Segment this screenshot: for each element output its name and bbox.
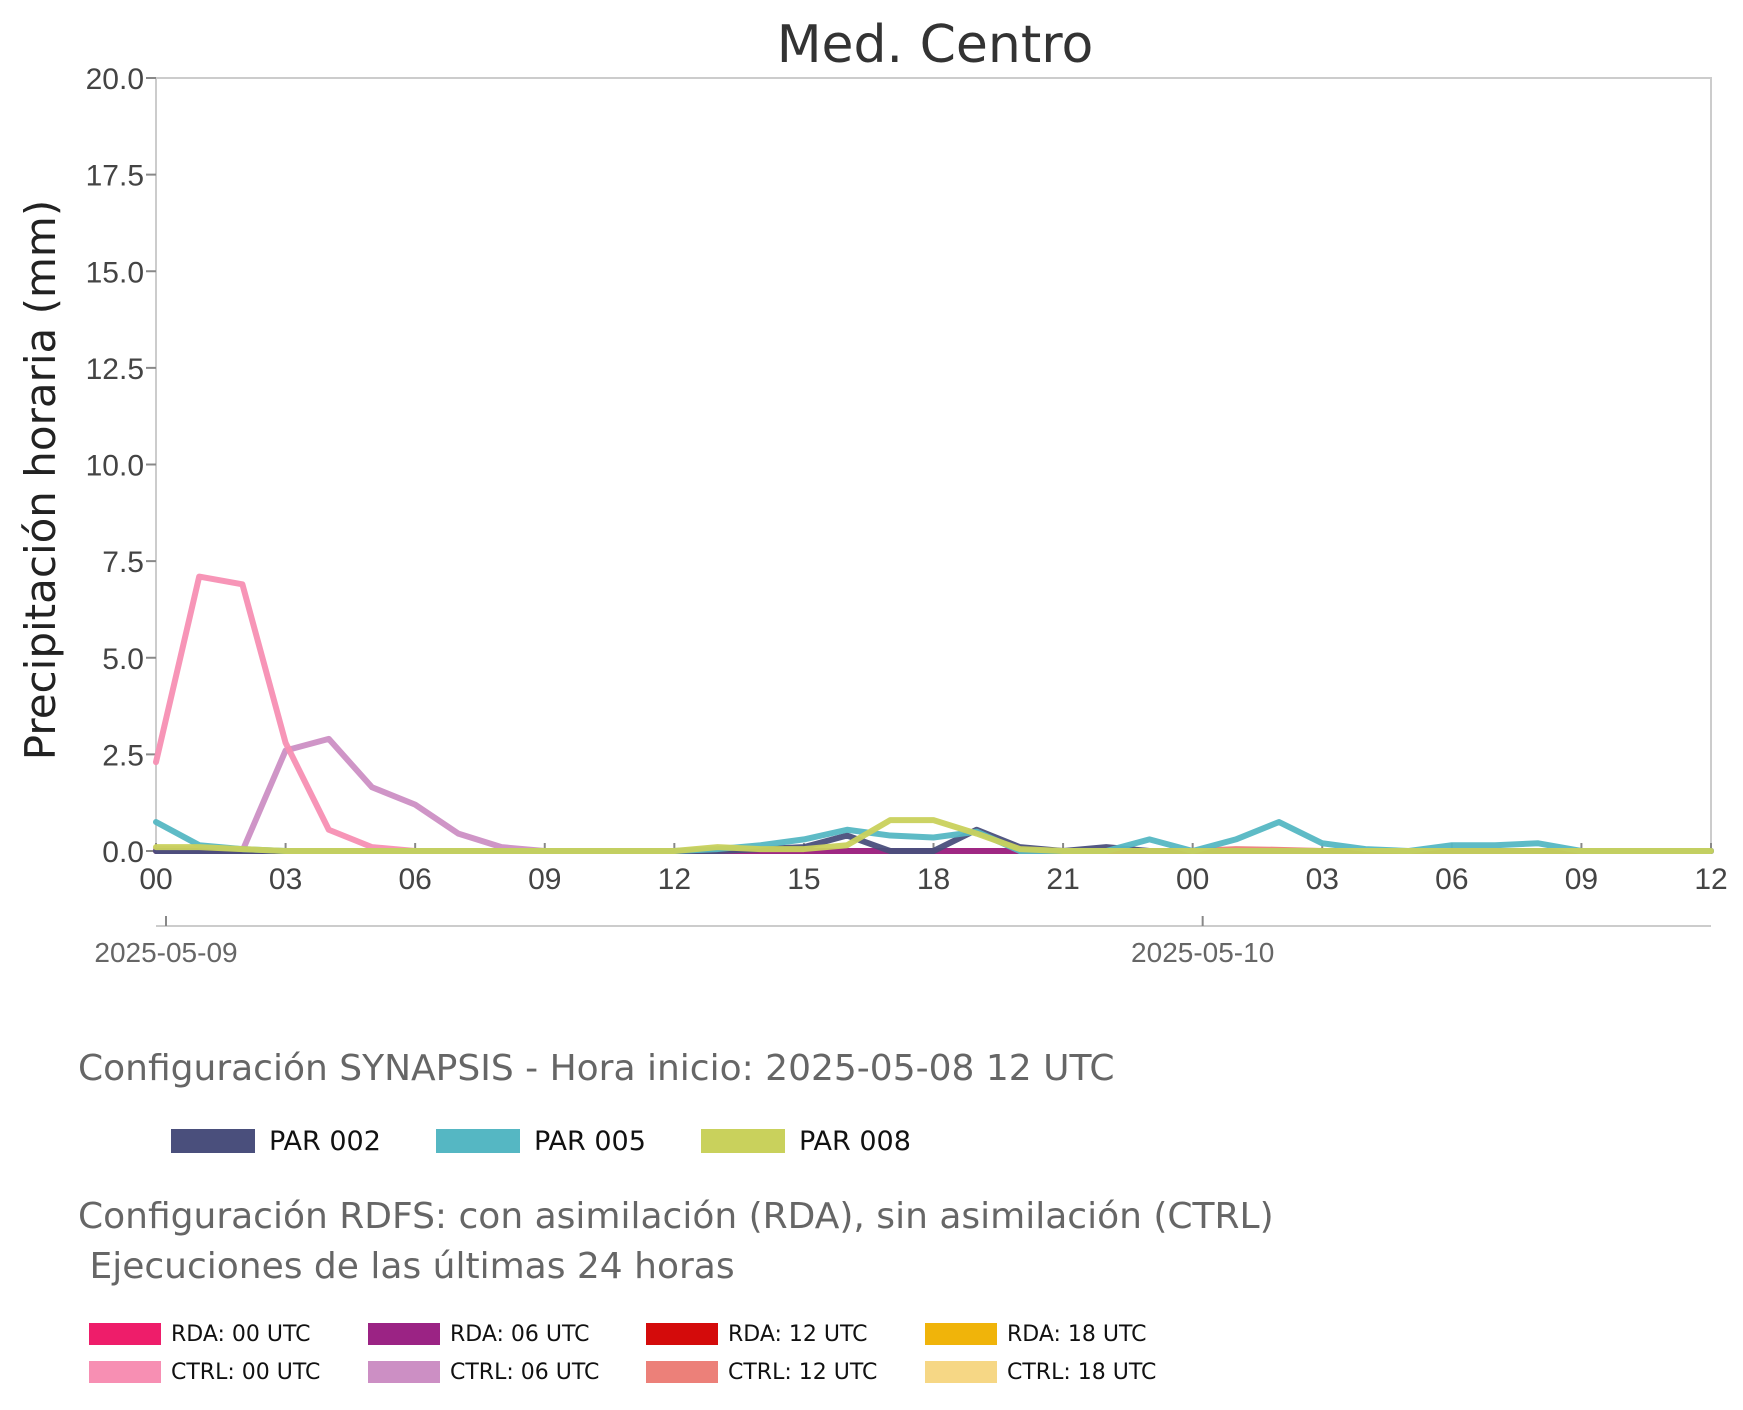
date-axis-labels: 2025-05-09 2025-05-10 xyxy=(94,916,1274,968)
y-tick-label: 17.5 xyxy=(86,160,144,193)
x-tick-label: 09 xyxy=(528,863,561,896)
legend-synapsis-title: Configuración SYNAPSIS - Hora inicio: 20… xyxy=(78,1048,1115,1089)
legend-label: CTRL: 00 UTC xyxy=(171,1359,321,1385)
legend-swatch xyxy=(925,1361,997,1383)
date-tick-label: 2025-05-10 xyxy=(1131,937,1274,968)
x-tick-label: 09 xyxy=(1565,863,1598,896)
legend-item-rda-00: RDA: 00 UTC xyxy=(89,1321,311,1347)
x-tick-label: 12 xyxy=(658,863,691,896)
y-tick-label: 0.0 xyxy=(102,836,144,869)
legend-label: RDA: 00 UTC xyxy=(171,1321,311,1347)
legend-label: RDA: 06 UTC xyxy=(450,1321,590,1347)
legend-item-par-005: PAR 005 xyxy=(436,1125,646,1157)
date-tick-label: 2025-05-09 xyxy=(94,937,237,968)
legend-swatch xyxy=(925,1323,997,1345)
legend-item-par-008: PAR 008 xyxy=(701,1125,911,1157)
plot-frame xyxy=(155,77,1712,852)
legend-item-ctrl-06: CTRL: 06 UTC xyxy=(368,1359,599,1385)
legend-swatch xyxy=(171,1129,255,1153)
x-tick-label: 15 xyxy=(787,863,820,896)
x-tick-label: 03 xyxy=(269,863,302,896)
legend-item-rda-12: RDA: 12 UTC xyxy=(646,1321,868,1347)
legend-label: RDA: 12 UTC xyxy=(728,1321,868,1347)
x-tick-label: 12 xyxy=(1694,863,1727,896)
legend-swatch xyxy=(436,1129,520,1153)
y-tick-label: 10.0 xyxy=(86,450,144,483)
legend-label: RDA: 18 UTC xyxy=(1007,1321,1147,1347)
x-tick-label: 06 xyxy=(398,863,431,896)
x-tick-label: 06 xyxy=(1435,863,1468,896)
legend-swatch xyxy=(368,1361,440,1383)
series-lines xyxy=(153,573,1714,854)
precipitation-chart: Med. Centro Precipitación horaria (mm) 0… xyxy=(16,15,1728,968)
x-tick-label: 03 xyxy=(1306,863,1339,896)
series-line-ctrl-06-utc xyxy=(153,735,1714,854)
legend-label: PAR 008 xyxy=(799,1125,911,1157)
x-axis-ticks: 00 03 06 09 12 15 18 21 00 03 06 09 12 xyxy=(139,843,1728,896)
legend-item-par-002: PAR 002 xyxy=(171,1125,381,1157)
legend-item-rda-06: RDA: 06 UTC xyxy=(368,1321,590,1347)
legend-item-rda-18: RDA: 18 UTC xyxy=(925,1321,1147,1347)
legend-label: CTRL: 06 UTC xyxy=(450,1359,600,1385)
x-tick-label: 00 xyxy=(1176,863,1209,896)
legend-swatch xyxy=(646,1323,718,1345)
y-tick-label: 20.0 xyxy=(86,63,144,96)
legend-swatch xyxy=(89,1323,161,1345)
legend-rdfs-subtitle: Ejecuciones de las últimas 24 horas xyxy=(78,1246,735,1287)
legend-label: CTRL: 12 UTC xyxy=(728,1359,878,1385)
x-tick-label: 18 xyxy=(917,863,950,896)
legend-swatch xyxy=(368,1323,440,1345)
y-tick-label: 2.5 xyxy=(102,739,144,772)
chart-title: Med. Centro xyxy=(777,15,1094,75)
legend-item-ctrl-12: CTRL: 12 UTC xyxy=(646,1359,877,1385)
legend-swatch xyxy=(89,1361,161,1383)
legend-item-ctrl-18: CTRL: 18 UTC xyxy=(925,1359,1156,1385)
legend-item-ctrl-00: CTRL: 00 UTC xyxy=(89,1359,320,1385)
legend-swatch xyxy=(646,1361,718,1383)
y-axis-label: Precipitación horaria (mm) xyxy=(16,200,65,760)
y-tick-label: 7.5 xyxy=(102,546,144,579)
legend-label: CTRL: 18 UTC xyxy=(1007,1359,1157,1385)
series-line-ctrl-00-utc xyxy=(153,573,1714,854)
y-tick-label: 12.5 xyxy=(86,353,144,386)
y-tick-label: 5.0 xyxy=(102,643,144,676)
legend-label: PAR 005 xyxy=(534,1125,646,1157)
legend-swatch xyxy=(701,1129,785,1153)
legend-rdfs-title: Configuración RDFS: con asimilación (RDA… xyxy=(78,1196,1274,1237)
x-tick-label: 00 xyxy=(139,863,172,896)
y-axis-ticks: 0.0 2.5 5.0 7.5 10.0 12.5 15.0 17.5 20.0 xyxy=(86,63,156,869)
x-tick-label: 21 xyxy=(1046,863,1079,896)
y-tick-label: 15.0 xyxy=(86,256,144,289)
series-line-par-008 xyxy=(153,817,1714,854)
legend-label: PAR 002 xyxy=(269,1125,381,1157)
